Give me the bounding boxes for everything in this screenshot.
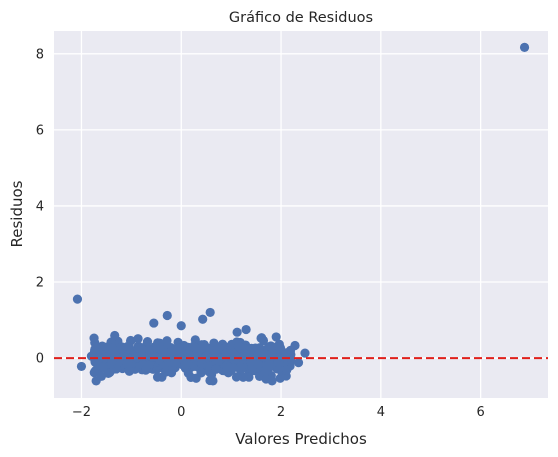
scatter-point	[189, 342, 200, 352]
scatter-point	[97, 341, 107, 351]
scatter-point	[107, 343, 117, 353]
scatter-point	[231, 372, 242, 382]
scatter-point	[89, 368, 99, 378]
scatter-point	[198, 314, 208, 324]
scatter-point	[72, 294, 83, 304]
x-tick-label: 2	[277, 405, 285, 420]
y-tick-label: 0	[36, 352, 44, 367]
scatter-point	[114, 357, 124, 367]
scatter-point	[124, 366, 134, 376]
scatter-point	[121, 359, 132, 369]
scatter-point	[196, 368, 206, 378]
scatter-point	[89, 333, 99, 343]
scatter-point	[150, 352, 161, 362]
x-axis-label: Valores Predichos	[235, 430, 367, 448]
scatter-point	[133, 334, 143, 344]
scatter-point	[142, 337, 153, 347]
scatter-point	[519, 42, 530, 52]
scatter-point	[259, 352, 269, 362]
scatter-point	[162, 336, 172, 346]
scatter-point	[165, 347, 176, 357]
y-tick-label: 8	[36, 47, 44, 62]
scatter-point	[94, 353, 104, 364]
scatter-point	[220, 351, 230, 362]
scatter-point	[256, 333, 266, 343]
scatter-point	[174, 343, 184, 353]
scatter-point	[213, 343, 223, 353]
scatter-point	[124, 342, 135, 352]
scatter-point	[96, 371, 107, 381]
scatter-point	[162, 310, 172, 321]
scatter-point	[253, 359, 263, 370]
scatter-point	[290, 340, 300, 351]
scatter-point	[293, 358, 304, 368]
scatter-point	[76, 361, 87, 372]
scatter-point	[190, 335, 200, 345]
scatter-point	[86, 351, 97, 361]
scatter-point	[271, 332, 281, 342]
scatter-point	[275, 343, 286, 353]
scatter-point	[205, 307, 215, 318]
scatter-point	[232, 327, 242, 337]
y-tick-label: 4	[36, 199, 44, 214]
chart-title: Gráfico de Residuos	[229, 10, 373, 26]
x-tick-label: 6	[476, 405, 484, 420]
scatter-point	[149, 318, 159, 328]
x-tick-labels: −2 0 2 4 6	[72, 405, 485, 420]
scatter-point	[267, 376, 277, 386]
scatter-point	[141, 364, 151, 374]
scatter-point	[110, 330, 120, 341]
scatter-point	[152, 372, 163, 382]
y-tick-labels: 0 2 4 6 8	[36, 47, 44, 366]
scatter-point	[282, 365, 292, 375]
scatter-point	[107, 356, 117, 366]
x-tick-label: 0	[177, 405, 185, 420]
x-tick-label: −2	[72, 405, 91, 420]
scatter-point	[233, 341, 244, 351]
y-tick-label: 6	[36, 123, 44, 138]
scatter-point	[137, 345, 147, 355]
scatter-point	[176, 321, 186, 331]
scatter-point	[228, 363, 238, 373]
scatter-point	[238, 372, 248, 382]
y-axis-label: Residuos	[8, 180, 26, 247]
scatter-point	[300, 348, 310, 358]
scatter-point	[144, 344, 154, 354]
y-tick-label: 2	[36, 276, 44, 291]
scatter-point	[211, 364, 221, 374]
x-tick-label: 4	[377, 405, 385, 420]
scatter-point	[196, 354, 207, 365]
scatter-point	[180, 360, 190, 370]
scatter-point	[170, 358, 180, 368]
scatter-point	[241, 324, 251, 335]
scatter-point	[275, 373, 285, 383]
scatter-point	[264, 360, 274, 370]
scatter-point	[98, 362, 108, 372]
